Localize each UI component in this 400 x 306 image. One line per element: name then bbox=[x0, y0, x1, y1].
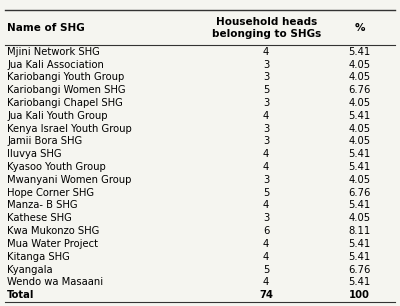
Text: Jua Kali Association: Jua Kali Association bbox=[7, 60, 104, 69]
Text: Mjini Network SHG: Mjini Network SHG bbox=[7, 47, 100, 57]
Text: 4.05: 4.05 bbox=[348, 213, 371, 223]
Text: 4: 4 bbox=[263, 162, 269, 172]
Text: 4.05: 4.05 bbox=[348, 136, 371, 147]
Text: 4.05: 4.05 bbox=[348, 73, 371, 82]
Text: 3: 3 bbox=[263, 98, 269, 108]
Text: 5: 5 bbox=[263, 188, 269, 198]
Text: Kitanga SHG: Kitanga SHG bbox=[7, 252, 70, 262]
Text: 5.41: 5.41 bbox=[348, 252, 371, 262]
Text: Kariobangi Youth Group: Kariobangi Youth Group bbox=[7, 73, 124, 82]
Text: Iluvya SHG: Iluvya SHG bbox=[7, 149, 62, 159]
Text: 6.76: 6.76 bbox=[348, 265, 371, 274]
Text: Manza- B SHG: Manza- B SHG bbox=[7, 200, 78, 211]
Text: 5: 5 bbox=[263, 85, 269, 95]
Text: 5.41: 5.41 bbox=[348, 149, 371, 159]
Text: Total: Total bbox=[7, 290, 35, 300]
Text: Household heads
belonging to SHGs: Household heads belonging to SHGs bbox=[212, 17, 321, 39]
Text: 4.05: 4.05 bbox=[348, 175, 371, 185]
Text: 5.41: 5.41 bbox=[348, 47, 371, 57]
Text: Jamii Bora SHG: Jamii Bora SHG bbox=[7, 136, 82, 147]
Text: %: % bbox=[354, 23, 365, 33]
Text: Kariobangi Chapel SHG: Kariobangi Chapel SHG bbox=[7, 98, 123, 108]
Text: 5.41: 5.41 bbox=[348, 277, 371, 287]
Text: 4.05: 4.05 bbox=[348, 60, 371, 69]
Text: 5.41: 5.41 bbox=[348, 239, 371, 249]
Text: Kwa Mukonzo SHG: Kwa Mukonzo SHG bbox=[7, 226, 100, 236]
Text: 4: 4 bbox=[263, 47, 269, 57]
Text: Name of SHG: Name of SHG bbox=[7, 23, 85, 33]
Text: 4: 4 bbox=[263, 149, 269, 159]
Text: Kariobangi Women SHG: Kariobangi Women SHG bbox=[7, 85, 126, 95]
Text: 4: 4 bbox=[263, 252, 269, 262]
Text: 5.41: 5.41 bbox=[348, 200, 371, 211]
Text: 3: 3 bbox=[263, 60, 269, 69]
Text: 3: 3 bbox=[263, 136, 269, 147]
Text: 3: 3 bbox=[263, 213, 269, 223]
Text: 74: 74 bbox=[259, 290, 273, 300]
Text: 3: 3 bbox=[263, 124, 269, 134]
Text: 3: 3 bbox=[263, 73, 269, 82]
Text: 3: 3 bbox=[263, 175, 269, 185]
Text: Hope Corner SHG: Hope Corner SHG bbox=[7, 188, 94, 198]
Text: 6.76: 6.76 bbox=[348, 188, 371, 198]
Text: 4: 4 bbox=[263, 277, 269, 287]
Text: Kyasoo Youth Group: Kyasoo Youth Group bbox=[7, 162, 106, 172]
Text: Mua Water Project: Mua Water Project bbox=[7, 239, 98, 249]
Text: Kathese SHG: Kathese SHG bbox=[7, 213, 72, 223]
Text: Mwanyani Women Group: Mwanyani Women Group bbox=[7, 175, 132, 185]
Text: Kyangala: Kyangala bbox=[7, 265, 53, 274]
Text: 4: 4 bbox=[263, 239, 269, 249]
Text: 8.11: 8.11 bbox=[348, 226, 371, 236]
Text: 6: 6 bbox=[263, 226, 269, 236]
Text: 5.41: 5.41 bbox=[348, 111, 371, 121]
Text: 100: 100 bbox=[349, 290, 370, 300]
Text: 5.41: 5.41 bbox=[348, 162, 371, 172]
Text: 5: 5 bbox=[263, 265, 269, 274]
Text: 4.05: 4.05 bbox=[348, 98, 371, 108]
Text: 4.05: 4.05 bbox=[348, 124, 371, 134]
Text: 6.76: 6.76 bbox=[348, 85, 371, 95]
Text: Kenya Israel Youth Group: Kenya Israel Youth Group bbox=[7, 124, 132, 134]
Text: Jua Kali Youth Group: Jua Kali Youth Group bbox=[7, 111, 108, 121]
Text: 4: 4 bbox=[263, 111, 269, 121]
Text: Wendo wa Masaani: Wendo wa Masaani bbox=[7, 277, 104, 287]
Text: 4: 4 bbox=[263, 200, 269, 211]
